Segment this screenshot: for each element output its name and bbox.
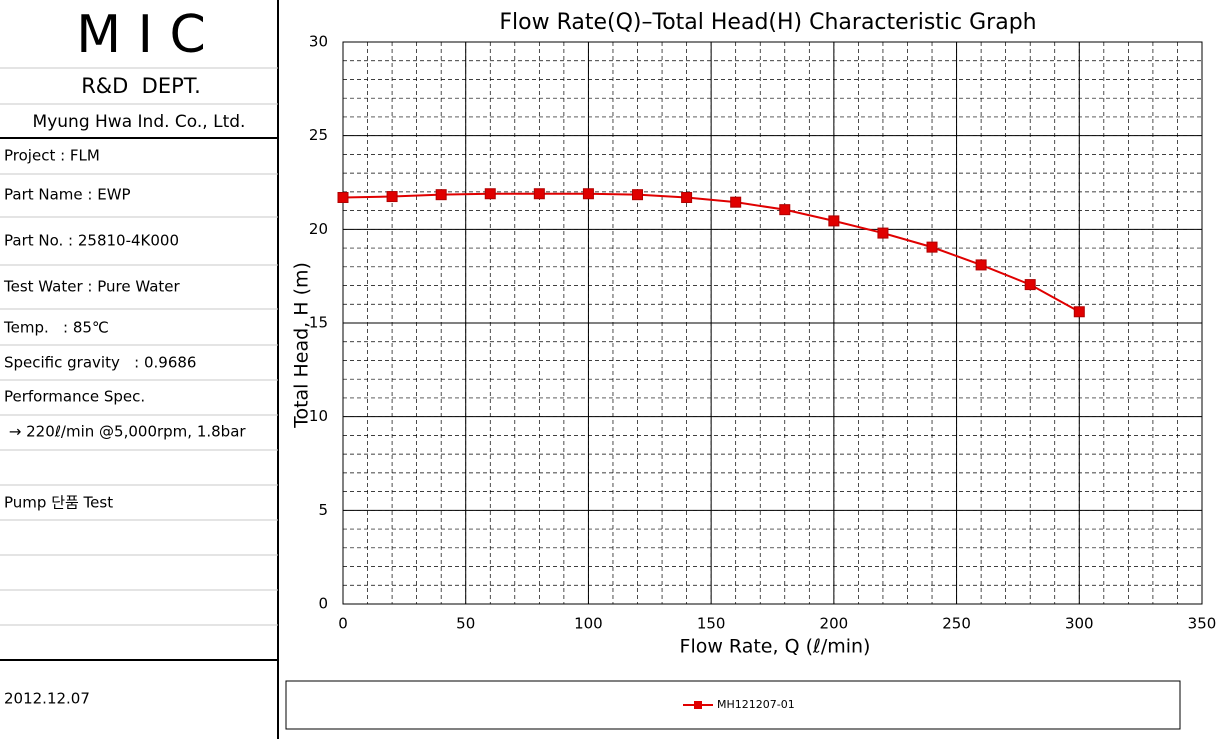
info-text: → 220ℓ/min @5,000rpm, 1.8bar bbox=[4, 423, 246, 441]
x-axis-label: Flow Rate, Q (ℓ/min) bbox=[680, 636, 871, 658]
x-tick-label: 250 bbox=[942, 615, 971, 633]
dept: R&D DEPT. bbox=[81, 74, 201, 98]
legend-marker bbox=[694, 701, 702, 709]
data-point bbox=[877, 227, 889, 239]
x-tick-label: 0 bbox=[338, 615, 348, 633]
data-point bbox=[632, 189, 644, 201]
data-point bbox=[1073, 306, 1085, 318]
y-tick-label: 15 bbox=[309, 314, 328, 332]
x-tick-label: 200 bbox=[820, 615, 849, 633]
y-axis-label: Total Head, H (m) bbox=[291, 262, 313, 429]
date: 2012.12.07 bbox=[4, 690, 90, 708]
x-tick-label: 150 bbox=[697, 615, 726, 633]
y-tick-label: 5 bbox=[318, 501, 328, 519]
info-text: Temp. : 85℃ bbox=[3, 319, 109, 337]
info-text: Performance Spec. bbox=[4, 388, 145, 406]
legend-box bbox=[285, 680, 1181, 730]
company: Myung Hwa Ind. Co., Ltd. bbox=[33, 112, 246, 132]
data-point bbox=[828, 215, 840, 227]
data-point bbox=[435, 189, 447, 201]
x-tick-label: 100 bbox=[574, 615, 603, 633]
x-tick-label: 300 bbox=[1065, 615, 1094, 633]
x-tick-label: 50 bbox=[456, 615, 475, 633]
legend-label: MH121207-01 bbox=[717, 698, 795, 711]
info-text: Part No. : 25810-4K000 bbox=[4, 232, 179, 250]
data-point bbox=[779, 204, 791, 216]
y-tick-label: 30 bbox=[309, 33, 328, 51]
x-tick-label: 350 bbox=[1188, 615, 1217, 633]
data-point bbox=[1024, 279, 1036, 291]
info-text: Part Name : EWP bbox=[4, 186, 131, 204]
info-text: Pump 단품 Test bbox=[4, 494, 113, 512]
data-point bbox=[386, 191, 398, 203]
data-point bbox=[730, 196, 742, 208]
data-point bbox=[484, 188, 496, 200]
y-tick-label: 0 bbox=[318, 595, 328, 613]
chart-title: Flow Rate(Q)–Total Head(H) Characteristi… bbox=[499, 10, 1036, 35]
info-text: Project : FLM bbox=[4, 147, 100, 165]
data-point bbox=[975, 259, 987, 271]
y-tick-label: 10 bbox=[309, 407, 328, 425]
data-point bbox=[681, 191, 693, 203]
data-point bbox=[582, 188, 594, 200]
data-point bbox=[533, 188, 545, 200]
y-tick-label: 20 bbox=[309, 220, 328, 238]
logo: M I C bbox=[76, 5, 206, 65]
series-line bbox=[342, 192, 1080, 313]
info-text: Specific gravity : 0.9686 bbox=[4, 354, 196, 372]
info-text: Test Water : Pure Water bbox=[3, 278, 181, 296]
y-tick-label: 25 bbox=[309, 126, 328, 144]
data-point bbox=[337, 191, 349, 203]
data-point bbox=[926, 241, 938, 253]
